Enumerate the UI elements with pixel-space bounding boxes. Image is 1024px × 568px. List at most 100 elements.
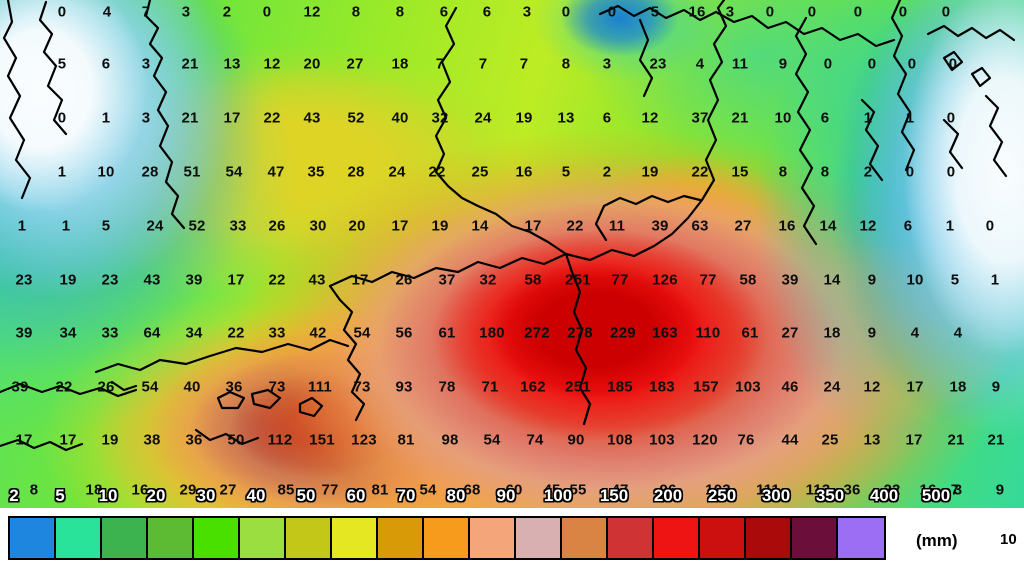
colorbar-swatch[interactable] (194, 518, 240, 558)
station-value: 26 (268, 217, 286, 235)
station-value: 5 (57, 55, 67, 73)
station-value: 28 (141, 163, 159, 181)
station-value: 22 (566, 217, 584, 235)
station-value: 54 (419, 481, 437, 499)
station-value: 45 (543, 481, 561, 499)
colorbar-swatch[interactable] (240, 518, 286, 558)
colorbar-swatch[interactable] (792, 518, 838, 558)
station-value: 55 (569, 481, 587, 499)
station-value: 17 (223, 109, 241, 127)
station-value: 3 (953, 481, 963, 499)
station-value: 7 (519, 55, 529, 73)
station-value: 2 (602, 163, 612, 181)
station-value: 61 (741, 324, 759, 342)
station-value: 112 (267, 431, 293, 449)
station-value: 10 (97, 163, 115, 181)
station-value: 8 (561, 55, 571, 73)
station-value: 7 (141, 3, 151, 21)
station-value: 1 (61, 217, 71, 235)
station-value: 8 (29, 481, 39, 499)
station-value: 34 (59, 324, 77, 342)
station-value: 52 (188, 217, 206, 235)
colorbar-swatch[interactable] (746, 518, 792, 558)
colorbar-swatch[interactable] (332, 518, 378, 558)
colorbar-tick-label: 50 (296, 486, 316, 505)
colorbar-swatch[interactable] (102, 518, 148, 558)
station-value: 37 (691, 109, 709, 127)
station-value: 64 (143, 324, 161, 342)
station-value: 183 (649, 378, 675, 396)
station-value: 26 (97, 378, 115, 396)
colorbar-swatch[interactable] (516, 518, 562, 558)
colorbar-swatch[interactable] (700, 518, 746, 558)
station-value: 4 (102, 3, 112, 21)
colorbar-swatch[interactable] (654, 518, 700, 558)
station-value: 27 (734, 217, 752, 235)
station-value: 9 (995, 481, 1005, 499)
station-value: 21 (947, 431, 965, 449)
station-value: 10 (774, 109, 792, 127)
station-value: 24 (823, 378, 841, 396)
station-value: 2 (222, 3, 232, 21)
colorbar-swatch[interactable] (470, 518, 516, 558)
colorbar-swatch[interactable] (286, 518, 332, 558)
station-value: 12 (863, 378, 881, 396)
colorbar-tick-label: 70 (396, 486, 416, 505)
station-value: 68 (463, 481, 481, 499)
station-value: 3 (141, 55, 151, 73)
station-value: 7 (435, 55, 445, 73)
station-value: 46 (781, 378, 799, 396)
station-value: 16 (688, 3, 706, 21)
colorbar-swatch[interactable] (378, 518, 424, 558)
station-value: 32 (479, 271, 497, 289)
station-value: 17 (524, 217, 542, 235)
colorbar-tick-label: 90 (496, 486, 516, 505)
colorbar-tick-label: 20 (146, 486, 166, 505)
station-value: 43 (143, 271, 161, 289)
station-value: 16 (778, 217, 796, 235)
station-value: 78 (438, 378, 456, 396)
station-value: 5 (101, 217, 111, 235)
station-value: 73 (353, 378, 371, 396)
station-value: 17 (906, 378, 924, 396)
colorbar-swatch[interactable] (148, 518, 194, 558)
station-value: 1 (17, 217, 27, 235)
station-value: 0 (948, 55, 958, 73)
colorbar-swatch[interactable] (608, 518, 654, 558)
station-value: 77 (611, 271, 629, 289)
colorbar-swatch[interactable] (838, 518, 884, 558)
station-value: 11 (608, 217, 626, 235)
colorbar-swatch[interactable] (562, 518, 608, 558)
station-value: 0 (853, 3, 863, 21)
precipitation-field-cool-zones (0, 0, 1024, 508)
station-value: 42 (309, 324, 327, 342)
station-value: 3 (522, 3, 532, 21)
station-value: 0 (941, 3, 951, 21)
station-value: 30 (309, 217, 327, 235)
colorbar-tick-label: 2 (9, 486, 19, 505)
station-value: 278 (567, 324, 593, 342)
colorbar-swatch[interactable] (56, 518, 102, 558)
station-value: 33 (229, 217, 247, 235)
station-value: 39 (185, 271, 203, 289)
station-value: 108 (607, 431, 633, 449)
colorbar-swatch[interactable] (424, 518, 470, 558)
station-value: 27 (346, 55, 364, 73)
station-value: 81 (371, 481, 389, 499)
station-value: 18 (949, 378, 967, 396)
station-value: 27 (219, 481, 237, 499)
station-value: 40 (183, 378, 201, 396)
station-value: 22 (883, 481, 901, 499)
station-value: 113 (805, 481, 831, 499)
station-value: 54 (483, 431, 501, 449)
station-value: 81 (397, 431, 415, 449)
station-value: 251 (565, 378, 591, 396)
station-value: 14 (471, 217, 489, 235)
station-value: 8 (395, 3, 405, 21)
colorbar-swatch[interactable] (10, 518, 56, 558)
colorbar[interactable] (8, 516, 886, 560)
station-value: 0 (765, 3, 775, 21)
station-value: 19 (515, 109, 533, 127)
station-value: 16 (515, 163, 533, 181)
